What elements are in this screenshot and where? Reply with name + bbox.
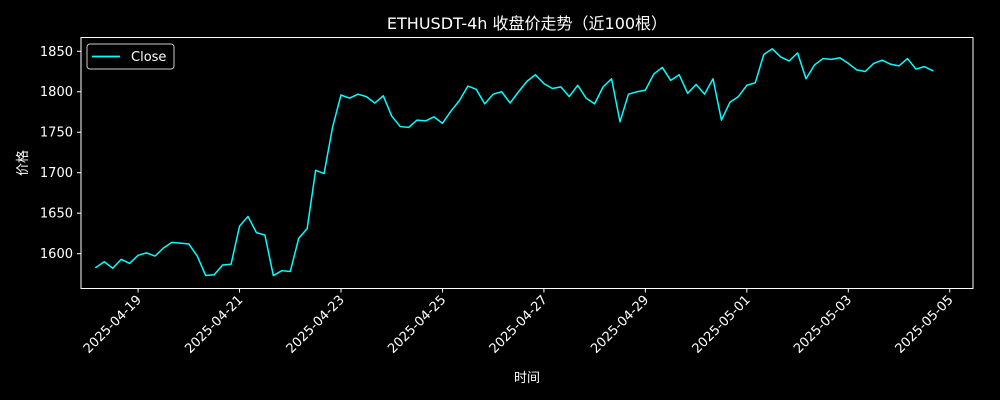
y-tick-label-1800: 1800 [40, 85, 73, 100]
chart-title: ETHUSDT-4h 收盘价走势（近100根） [387, 14, 667, 33]
y-axis-title: 价格 [15, 150, 31, 176]
y-axis: 1600 1650 1700 1750 1800 1850 [40, 45, 81, 262]
x-axis-title: 时间 [514, 371, 540, 386]
plot-area [80, 37, 974, 289]
y-tick-label-1700: 1700 [40, 166, 73, 181]
legend-label-close: Close [131, 50, 166, 65]
y-tick-label-1850: 1850 [40, 45, 73, 60]
series-line-close [95, 48, 934, 277]
legend: Close [86, 43, 175, 70]
y-tick-label-1650: 1650 [40, 207, 73, 222]
legend-box [86, 43, 175, 70]
series-layer [95, 48, 934, 277]
y-tick-label-1750: 1750 [40, 126, 73, 141]
y-tick-label-1600: 1600 [40, 247, 73, 262]
